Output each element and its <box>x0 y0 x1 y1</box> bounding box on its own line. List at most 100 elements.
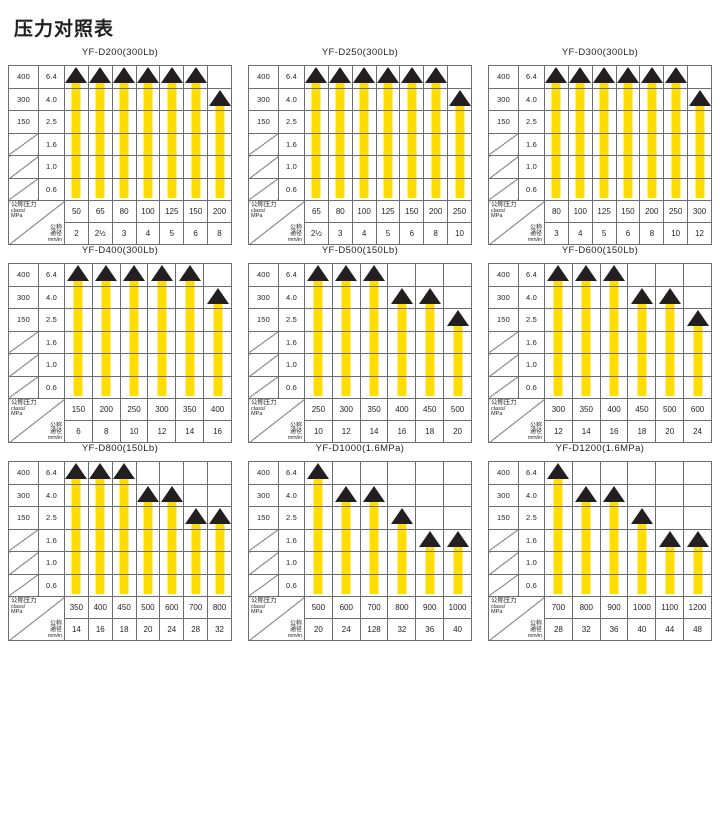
bar-segment <box>167 111 177 133</box>
bar-segment <box>73 376 83 396</box>
diameter-row: 10 12 14 16 18 20 <box>249 420 472 443</box>
bar-segment <box>665 376 675 396</box>
page-title: 压力对照表 <box>14 19 115 40</box>
pressure-value: 250 <box>304 398 333 421</box>
diameter-value: 8 <box>207 222 232 245</box>
bar-segment <box>73 331 83 353</box>
diameter-value: 2½ <box>87 222 113 245</box>
bar-segment <box>397 309 407 331</box>
bar-cell <box>64 375 93 399</box>
axis-mpa-cell: 1.6 <box>278 330 305 354</box>
bar-segment <box>453 354 463 376</box>
bar-segment <box>167 507 177 529</box>
diameter-value: 8 <box>91 420 121 443</box>
axis-row: 300 4.0 <box>248 285 472 309</box>
diameter-value: 6 <box>183 222 209 245</box>
pressure-value: 300 <box>687 200 712 223</box>
bar-segment <box>157 376 167 396</box>
axis-mpa-cell: 0.6 <box>38 177 65 201</box>
bar-segment <box>581 552 591 574</box>
axis-class-cell: 150 <box>8 506 39 530</box>
bar-segment <box>335 156 345 178</box>
bar-segment <box>637 552 647 574</box>
bar-segment <box>665 331 675 353</box>
bar-segment <box>185 309 195 331</box>
bar-cell <box>64 177 89 201</box>
bar-segment <box>693 544 703 551</box>
pressure-value: 250 <box>119 398 149 421</box>
bar-cell <box>387 263 417 287</box>
bar-segment <box>335 81 345 88</box>
bar-segment <box>215 111 225 133</box>
diameter-value: 10 <box>447 222 472 245</box>
bar-segment <box>359 156 369 178</box>
bar-cell <box>64 308 93 332</box>
bar-cell <box>304 87 329 111</box>
bar-cell <box>183 87 209 111</box>
bar-cell <box>111 132 137 156</box>
diameter-value: 16 <box>599 420 629 443</box>
bar-segment <box>551 81 561 88</box>
pressure-value: 100 <box>567 200 593 223</box>
bar-cell <box>387 483 417 507</box>
axis-row: 0.6 <box>248 375 472 399</box>
axis-mpa-cell: 1.6 <box>38 132 65 156</box>
bar-arrow-icon <box>575 485 598 502</box>
bar-segment <box>553 286 563 308</box>
pressure-value: 250 <box>663 200 689 223</box>
bar-cell <box>387 285 417 309</box>
bar-cell <box>135 573 161 597</box>
bar-cell <box>663 177 689 201</box>
bar-segment <box>575 156 585 178</box>
bar-cell <box>64 65 89 89</box>
pressure-value: 300 <box>147 398 177 421</box>
axis-class-cell <box>248 132 279 156</box>
pressure-value: 200 <box>91 398 121 421</box>
axis-class-cell <box>488 177 519 201</box>
bar-segment <box>313 529 323 551</box>
bar-arrow-icon <box>418 530 441 547</box>
bar-segment <box>335 178 345 198</box>
bar-segment <box>167 529 177 551</box>
bar-arrow-icon <box>390 287 413 304</box>
axis-mpa-cell: 6.4 <box>278 263 305 287</box>
bar-segment <box>313 279 323 286</box>
bar-segment <box>455 111 465 133</box>
axis-class-cell <box>248 528 279 552</box>
bar-segment <box>695 156 705 178</box>
axis-mpa-cell: 6.4 <box>278 65 305 89</box>
bar-cell <box>64 87 89 111</box>
bar-segment <box>335 88 345 110</box>
bar-segment <box>575 111 585 133</box>
bar-arrow-icon <box>545 67 568 83</box>
diameter-value: 12 <box>687 222 712 245</box>
bar-segment <box>71 574 81 594</box>
bar-cell <box>351 155 377 179</box>
pressure-row: 公称压力 class/MPa 公称 通径 mm/in 300 350 400 450 500 600 <box>488 398 712 443</box>
bar-cell <box>599 285 629 309</box>
bar-arrow-icon <box>89 67 112 83</box>
bar-cell <box>304 263 333 287</box>
axis-row: 1.6 <box>488 132 712 156</box>
bar-cell <box>627 263 657 287</box>
bar-cell <box>87 65 113 89</box>
bar-segment <box>551 133 561 155</box>
axis-row: 1.6 <box>488 528 712 552</box>
bar-cell <box>591 110 617 134</box>
bar-cell <box>655 375 685 399</box>
bar-segment <box>71 111 81 133</box>
bar-cell <box>639 65 665 89</box>
chart-title: YF-D200(300Lb) <box>81 47 159 58</box>
axis-row: 400 6.4 <box>8 65 232 89</box>
bar-arrow-icon <box>335 265 358 281</box>
bar-cell <box>304 330 333 354</box>
bar-cell <box>203 263 232 287</box>
bar-segment <box>143 529 153 551</box>
bar-segment <box>695 178 705 198</box>
bar-cell <box>683 461 712 485</box>
bar-cell <box>331 285 361 309</box>
bar-segment <box>553 484 563 506</box>
axis-row: 1.6 <box>8 330 232 354</box>
axis-row: 1.6 <box>488 330 712 354</box>
axis-class-cell: 400 <box>8 65 39 89</box>
